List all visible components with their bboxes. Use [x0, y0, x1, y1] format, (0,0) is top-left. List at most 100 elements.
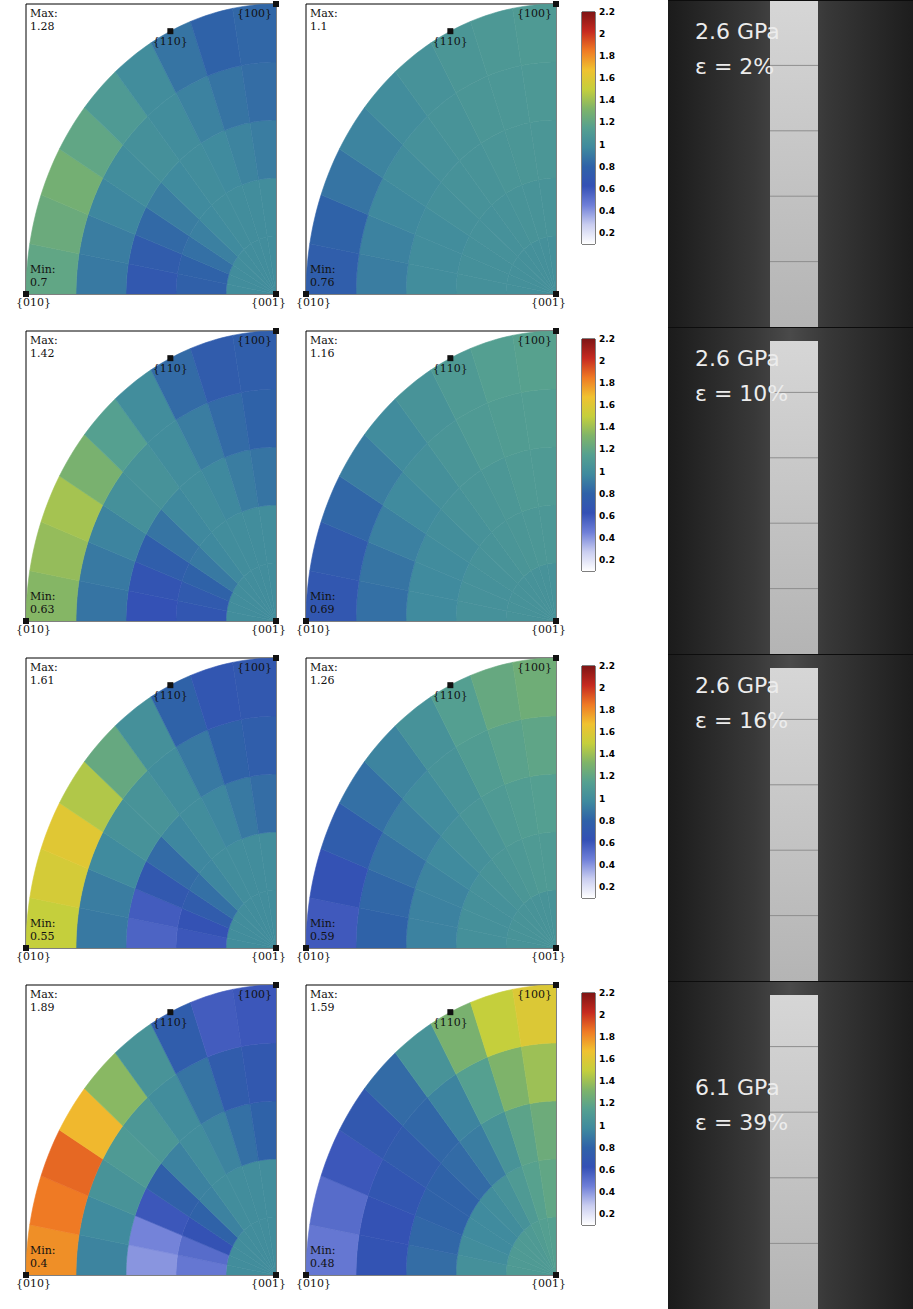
svg-text:0.7: 0.7	[30, 276, 48, 289]
svg-text:{010}: {010}	[16, 1277, 51, 1290]
svg-text:2.2: 2.2	[599, 988, 615, 998]
svg-text:Max:: Max:	[310, 988, 338, 1001]
svg-text:{100}: {100}	[517, 7, 552, 20]
svg-text:{010}: {010}	[16, 623, 51, 636]
svg-text:{100}: {100}	[237, 334, 272, 347]
svg-text:{100}: {100}	[237, 661, 272, 674]
svg-text:1.8: 1.8	[599, 1032, 615, 1042]
svg-text:0.69: 0.69	[310, 603, 335, 616]
svg-text:Max:: Max:	[30, 988, 58, 1001]
svg-text:{001}: {001}	[531, 296, 566, 309]
svg-text:Min:: Min:	[310, 1244, 336, 1257]
svg-text:{110}: {110}	[153, 35, 188, 48]
svg-text:0.76: 0.76	[310, 276, 335, 289]
svg-text:1.16: 1.16	[310, 347, 335, 360]
svg-text:{001}: {001}	[251, 1277, 286, 1290]
svg-text:2.2: 2.2	[599, 7, 615, 17]
svg-text:0.4: 0.4	[599, 206, 615, 216]
svg-text:{010}: {010}	[296, 623, 331, 636]
svg-text:1.8: 1.8	[599, 378, 615, 388]
svg-text:0.2: 0.2	[599, 882, 615, 892]
svg-text:1.4: 1.4	[599, 1076, 615, 1086]
svg-text:Min:: Min:	[30, 263, 56, 276]
svg-text:2.6 GPa: 2.6 GPa	[695, 346, 780, 371]
svg-text:{010}: {010}	[16, 950, 51, 963]
svg-text:1.6: 1.6	[599, 727, 615, 737]
svg-text:2: 2	[599, 29, 605, 39]
svg-text:0.8: 0.8	[599, 162, 615, 172]
svg-text:ε = 16%: ε = 16%	[695, 708, 788, 733]
svg-text:1.8: 1.8	[599, 705, 615, 715]
svg-text:{001}: {001}	[251, 296, 286, 309]
svg-text:1.59: 1.59	[310, 1001, 335, 1014]
svg-text:{001}: {001}	[531, 950, 566, 963]
svg-text:{110}: {110}	[433, 1016, 468, 1029]
svg-text:0.4: 0.4	[30, 1257, 48, 1270]
svg-text:{001}: {001}	[251, 623, 286, 636]
svg-text:{110}: {110}	[433, 689, 468, 702]
svg-text:0.59: 0.59	[310, 930, 335, 943]
svg-text:1.6: 1.6	[599, 73, 615, 83]
svg-text:0.4: 0.4	[599, 860, 615, 870]
svg-text:ε = 2%: ε = 2%	[695, 54, 774, 79]
svg-text:2: 2	[599, 683, 605, 693]
svg-text:Min:: Min:	[310, 590, 336, 603]
svg-text:Min:: Min:	[30, 1244, 56, 1257]
svg-text:{100}: {100}	[517, 334, 552, 347]
svg-text:0.8: 0.8	[599, 489, 615, 499]
svg-text:2: 2	[599, 1010, 605, 1020]
svg-text:{110}: {110}	[433, 362, 468, 375]
svg-text:0.4: 0.4	[599, 1187, 615, 1197]
svg-text:{010}: {010}	[16, 296, 51, 309]
svg-text:Max:: Max:	[310, 661, 338, 674]
svg-text:Max:: Max:	[30, 7, 58, 20]
svg-text:2.2: 2.2	[599, 661, 615, 671]
svg-text:Min:: Min:	[310, 263, 336, 276]
svg-text:{001}: {001}	[251, 950, 286, 963]
svg-text:6.1 GPa: 6.1 GPa	[695, 1075, 780, 1100]
svg-text:0.2: 0.2	[599, 1209, 615, 1219]
svg-text:1.4: 1.4	[599, 749, 615, 759]
svg-text:1.26: 1.26	[310, 674, 335, 687]
svg-text:0.6: 0.6	[599, 838, 615, 848]
svg-text:1.61: 1.61	[30, 674, 55, 687]
svg-text:Max:: Max:	[30, 661, 58, 674]
svg-text:1.2: 1.2	[599, 444, 615, 454]
svg-text:{100}: {100}	[237, 988, 272, 1001]
svg-text:0.6: 0.6	[599, 184, 615, 194]
svg-text:0.4: 0.4	[599, 533, 615, 543]
svg-text:ε = 39%: ε = 39%	[695, 1110, 788, 1135]
svg-text:{110}: {110}	[153, 1016, 188, 1029]
svg-text:1: 1	[599, 1121, 605, 1131]
svg-text:1.8: 1.8	[599, 51, 615, 61]
svg-text:0.8: 0.8	[599, 1143, 615, 1153]
svg-text:0.6: 0.6	[599, 511, 615, 521]
svg-text:1.42: 1.42	[30, 347, 55, 360]
svg-text:2.2: 2.2	[599, 334, 615, 344]
svg-text:{010}: {010}	[296, 950, 331, 963]
svg-text:1.1: 1.1	[310, 20, 328, 33]
svg-text:0.2: 0.2	[599, 555, 615, 565]
svg-text:{110}: {110}	[433, 35, 468, 48]
svg-text:{001}: {001}	[531, 1277, 566, 1290]
svg-text:1.28: 1.28	[30, 20, 55, 33]
svg-text:1.89: 1.89	[30, 1001, 55, 1014]
svg-text:1.6: 1.6	[599, 1054, 615, 1064]
svg-text:Max:: Max:	[310, 7, 338, 20]
svg-text:0.8: 0.8	[599, 816, 615, 826]
svg-text:{010}: {010}	[296, 296, 331, 309]
svg-text:1.4: 1.4	[599, 422, 615, 432]
svg-text:0.2: 0.2	[599, 228, 615, 238]
svg-text:0.48: 0.48	[310, 1257, 335, 1270]
svg-text:1.2: 1.2	[599, 771, 615, 781]
svg-text:1: 1	[599, 140, 605, 150]
svg-text:{100}: {100}	[237, 7, 272, 20]
svg-text:1.2: 1.2	[599, 117, 615, 127]
svg-text:{001}: {001}	[531, 623, 566, 636]
svg-text:1.6: 1.6	[599, 400, 615, 410]
svg-text:0.55: 0.55	[30, 930, 55, 943]
svg-text:0.6: 0.6	[599, 1165, 615, 1175]
svg-text:Max:: Max:	[30, 334, 58, 347]
svg-text:{010}: {010}	[296, 1277, 331, 1290]
svg-text:2.6 GPa: 2.6 GPa	[695, 673, 780, 698]
